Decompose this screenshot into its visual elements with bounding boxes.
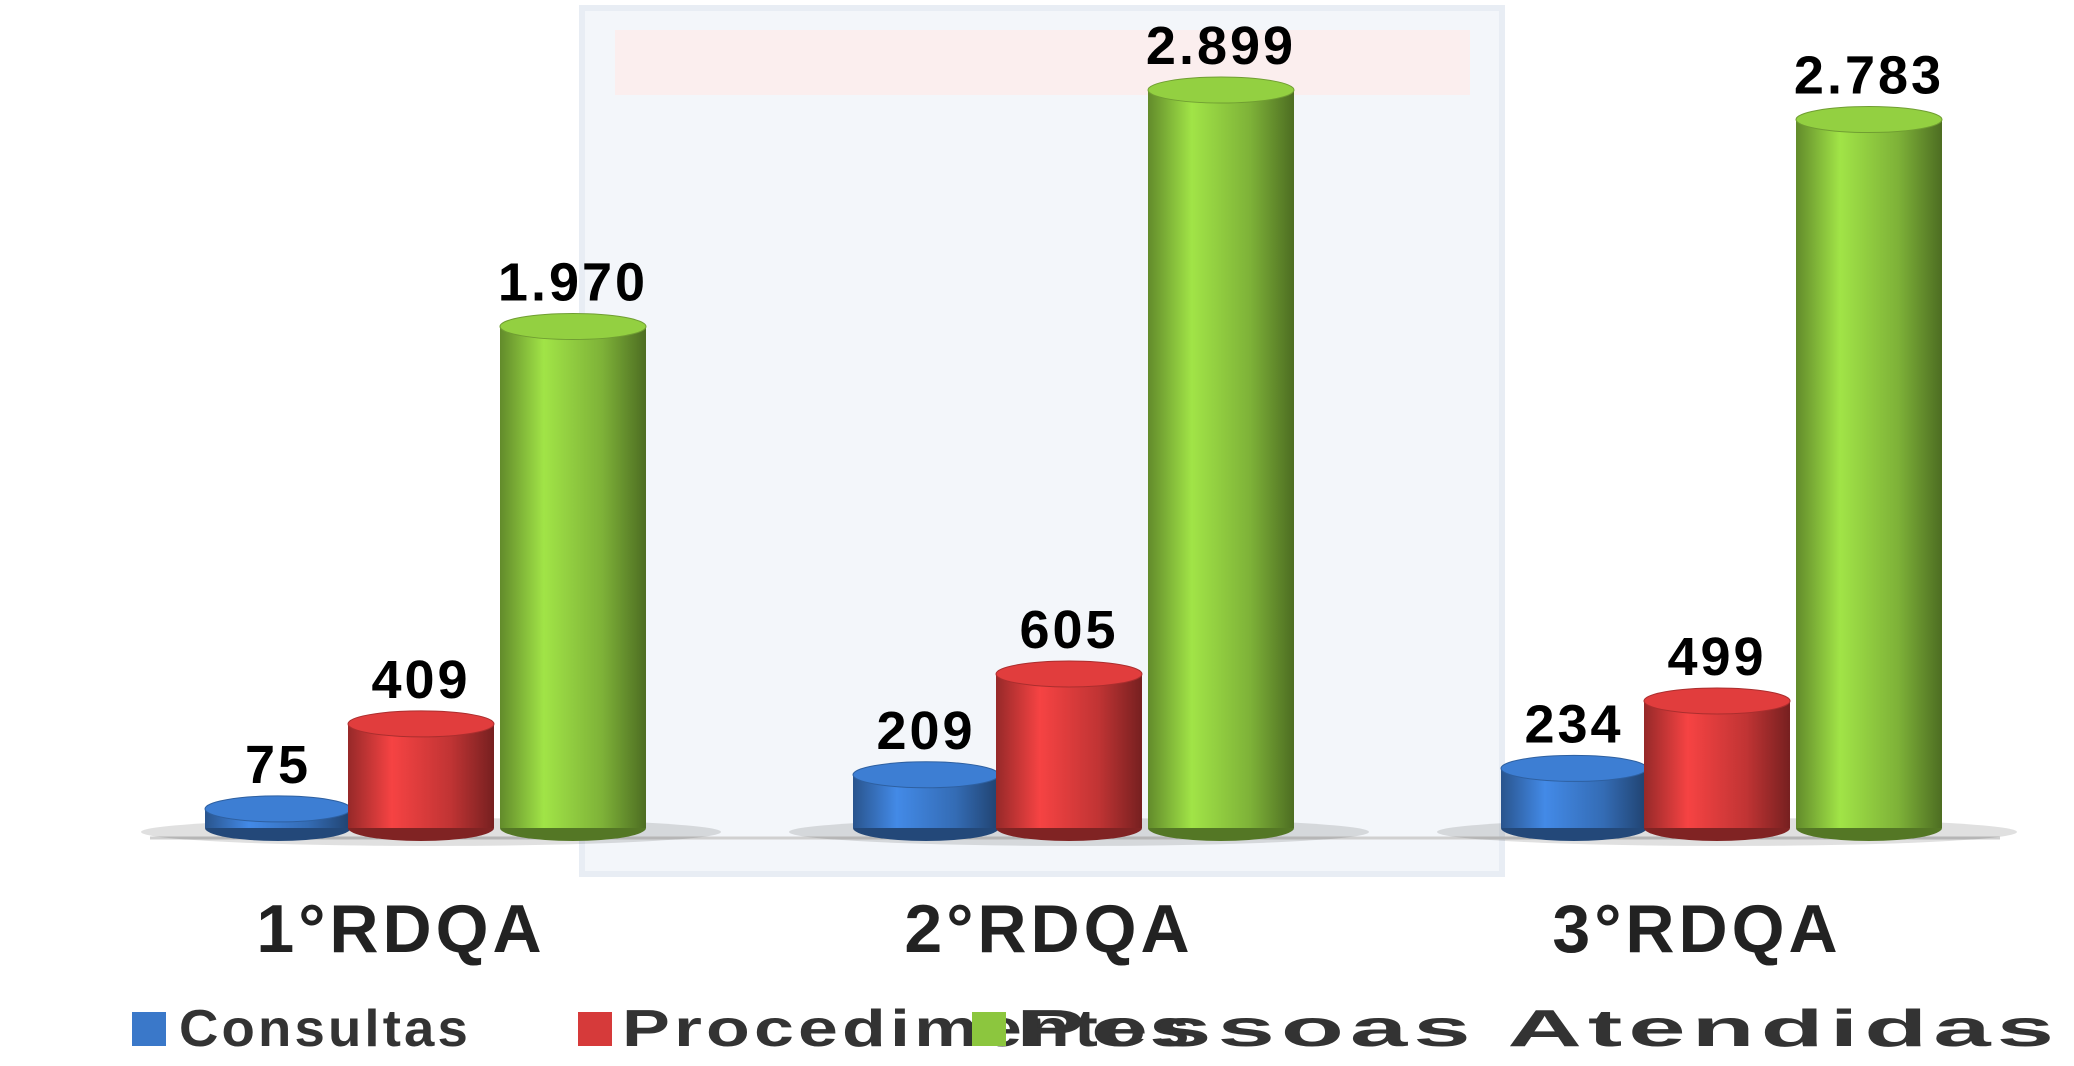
bar-top	[204, 795, 352, 823]
data-label: 2.783	[1794, 46, 1944, 106]
data-label: 409	[371, 650, 470, 710]
watermark-band	[615, 30, 1470, 95]
legend-label: Consultas	[179, 1000, 471, 1058]
bar	[500, 326, 646, 828]
bar-top	[1795, 106, 1943, 134]
bar-top	[852, 761, 1000, 789]
data-label: 1.970	[498, 252, 648, 312]
legend-label: Procedimentos	[622, 1000, 1194, 1058]
data-label: 2.899	[1146, 16, 1296, 76]
legend-swatch	[972, 1012, 1006, 1046]
bar-top	[347, 710, 495, 738]
x-tick-label: 2°RDQA	[904, 891, 1193, 967]
data-label: 75	[245, 735, 311, 795]
bar-top	[1643, 687, 1791, 715]
legend-swatch	[132, 1012, 166, 1046]
bar	[348, 723, 494, 828]
data-label: 234	[1524, 694, 1623, 754]
legend-label: Pessoas Atendidas	[1016, 1000, 2060, 1058]
bar-top	[499, 312, 647, 340]
bar-top	[1500, 754, 1648, 782]
bar	[996, 673, 1142, 828]
legend-swatch	[578, 1012, 612, 1046]
bar-top	[1147, 76, 1295, 104]
data-label: 499	[1667, 627, 1766, 687]
bar	[1644, 700, 1790, 828]
x-tick-label: 3°RDQA	[1552, 891, 1841, 967]
x-tick-label: 1°RDQA	[256, 891, 545, 967]
data-label: 605	[1019, 600, 1118, 660]
bar	[1148, 90, 1294, 828]
data-label: 209	[876, 701, 975, 761]
bar-top	[995, 660, 1143, 688]
bar	[1796, 119, 1942, 829]
